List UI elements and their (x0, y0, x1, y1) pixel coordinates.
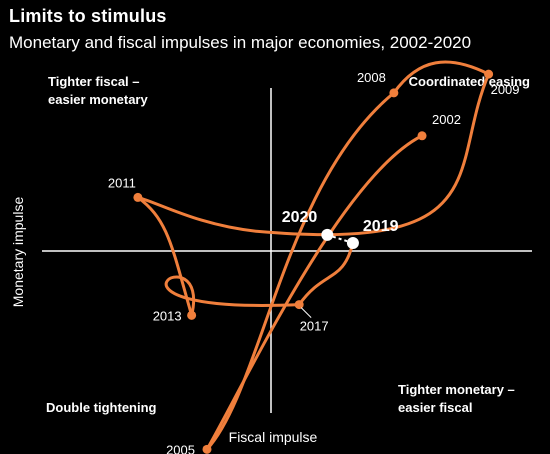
year-label-2019: 2019 (363, 218, 399, 235)
point-2005 (202, 444, 212, 454)
year-label-2005: 2005 (166, 442, 195, 454)
quadrant-top-right-label: Coordinated easing (409, 74, 530, 89)
quadrant-bottom-left-label: Double tightening (46, 400, 157, 415)
point-2002 (417, 131, 427, 141)
axes (42, 88, 532, 413)
trajectory-segment-2002-2005 (205, 134, 424, 451)
year-label-2002: 2002 (432, 112, 461, 127)
quadrant-bottom-right-line2: easier fiscal (398, 400, 472, 415)
year-label-2008: 2008 (357, 70, 386, 85)
trajectory-segment-2013-2017 (164, 275, 301, 317)
point-2017 (294, 300, 304, 310)
quadrant-top-left-line2: easier monetary (48, 92, 148, 107)
points-layer (133, 69, 494, 454)
point-2008 (389, 88, 399, 98)
year-label-2011: 2011 (108, 175, 136, 190)
trajectory-segment-2019-2020 (327, 233, 354, 244)
point-2009 (484, 69, 494, 79)
year-label-2020: 2020 (282, 209, 318, 226)
trajectory-segment-2005-2008 (205, 91, 396, 451)
trajectory-layer (136, 60, 491, 451)
point-2013 (187, 310, 197, 320)
quadrant-labels: Tighter fiscal – easier monetary Coordin… (46, 74, 530, 415)
year-label-2017: 2017 (300, 319, 329, 334)
point-2011 (133, 192, 143, 202)
quadrant-top-left-line1: Tighter fiscal – (48, 74, 140, 89)
y-axis-label: Monetary impulse (10, 197, 26, 308)
chart-title: Limits to stimulus (9, 6, 167, 26)
point-2019 (346, 236, 359, 249)
year-label-2009: 2009 (491, 82, 520, 97)
x-axis-label: Fiscal impulse (229, 429, 318, 445)
quadrant-bottom-right-line1: Tighter monetary – (398, 382, 515, 397)
trajectory-segment-2017-2019 (297, 241, 355, 307)
leader-line-2017 (300, 307, 312, 318)
trajectory-segment-2011-2013 (136, 195, 194, 317)
chart-subtitle: Monetary and fiscal impulses in major ec… (9, 33, 472, 52)
year-label-2013: 2013 (153, 308, 182, 323)
trajectory-segment-2009-2011 (136, 72, 491, 237)
year-labels-layer: 2002 2005 2008 2009 2011 2013 2017 2019 2020 (108, 70, 520, 454)
trajectory-segment-2008-2009 (392, 60, 491, 95)
point-2020 (321, 228, 334, 241)
